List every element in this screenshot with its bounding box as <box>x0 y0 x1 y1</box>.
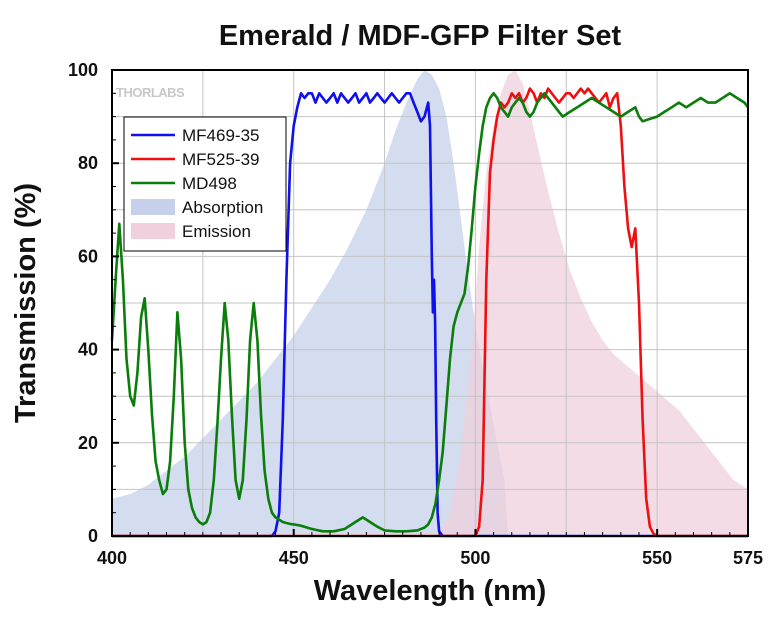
line-mf525-39 <box>112 87 748 538</box>
legend-label-mf525-39: MF525-39 <box>182 150 259 169</box>
x-tick-label: 575 <box>733 548 763 568</box>
plot-areas <box>112 70 748 536</box>
x-tick-label: 550 <box>642 548 672 568</box>
x-tick-label: 450 <box>279 548 309 568</box>
y-tick-label: 100 <box>68 60 98 80</box>
area-emission <box>439 70 748 536</box>
legend-label-mf469-35: MF469-35 <box>182 126 259 145</box>
chart-title: Emerald / MDF-GFP Filter Set <box>219 20 622 52</box>
legend-label-md498: MD498 <box>182 174 237 193</box>
plot-lines <box>110 87 750 538</box>
y-axis-ticks: 0 20 40 60 80 100 <box>68 60 119 546</box>
y-tick-label: 20 <box>78 433 98 453</box>
x-tick-label: 400 <box>97 548 127 568</box>
thorlabs-watermark: THORLABS <box>116 85 185 100</box>
x-axis-ticks: 400 450 500 550 575 <box>97 529 763 568</box>
legend-swatch-emission <box>131 223 175 239</box>
y-tick-label: 0 <box>88 526 98 546</box>
x-axis-label: Wavelength (nm) <box>314 575 547 607</box>
line-md498 <box>110 92 750 533</box>
y-tick-label: 40 <box>78 340 98 360</box>
x-tick-label: 500 <box>460 548 490 568</box>
legend-label-absorption: Absorption <box>182 198 263 217</box>
y-tick-label: 80 <box>78 153 98 173</box>
y-tick-label: 60 <box>78 246 98 266</box>
legend-label-emission: Emission <box>182 222 251 241</box>
legend-swatch-absorption <box>131 199 175 215</box>
y-axis-label: Transmission (%) <box>10 183 42 423</box>
line-mf469-35 <box>112 92 748 538</box>
legend: MF469-35 MF525-39 MD498 Absorption Emission <box>123 116 287 252</box>
area-absorption <box>112 70 509 536</box>
